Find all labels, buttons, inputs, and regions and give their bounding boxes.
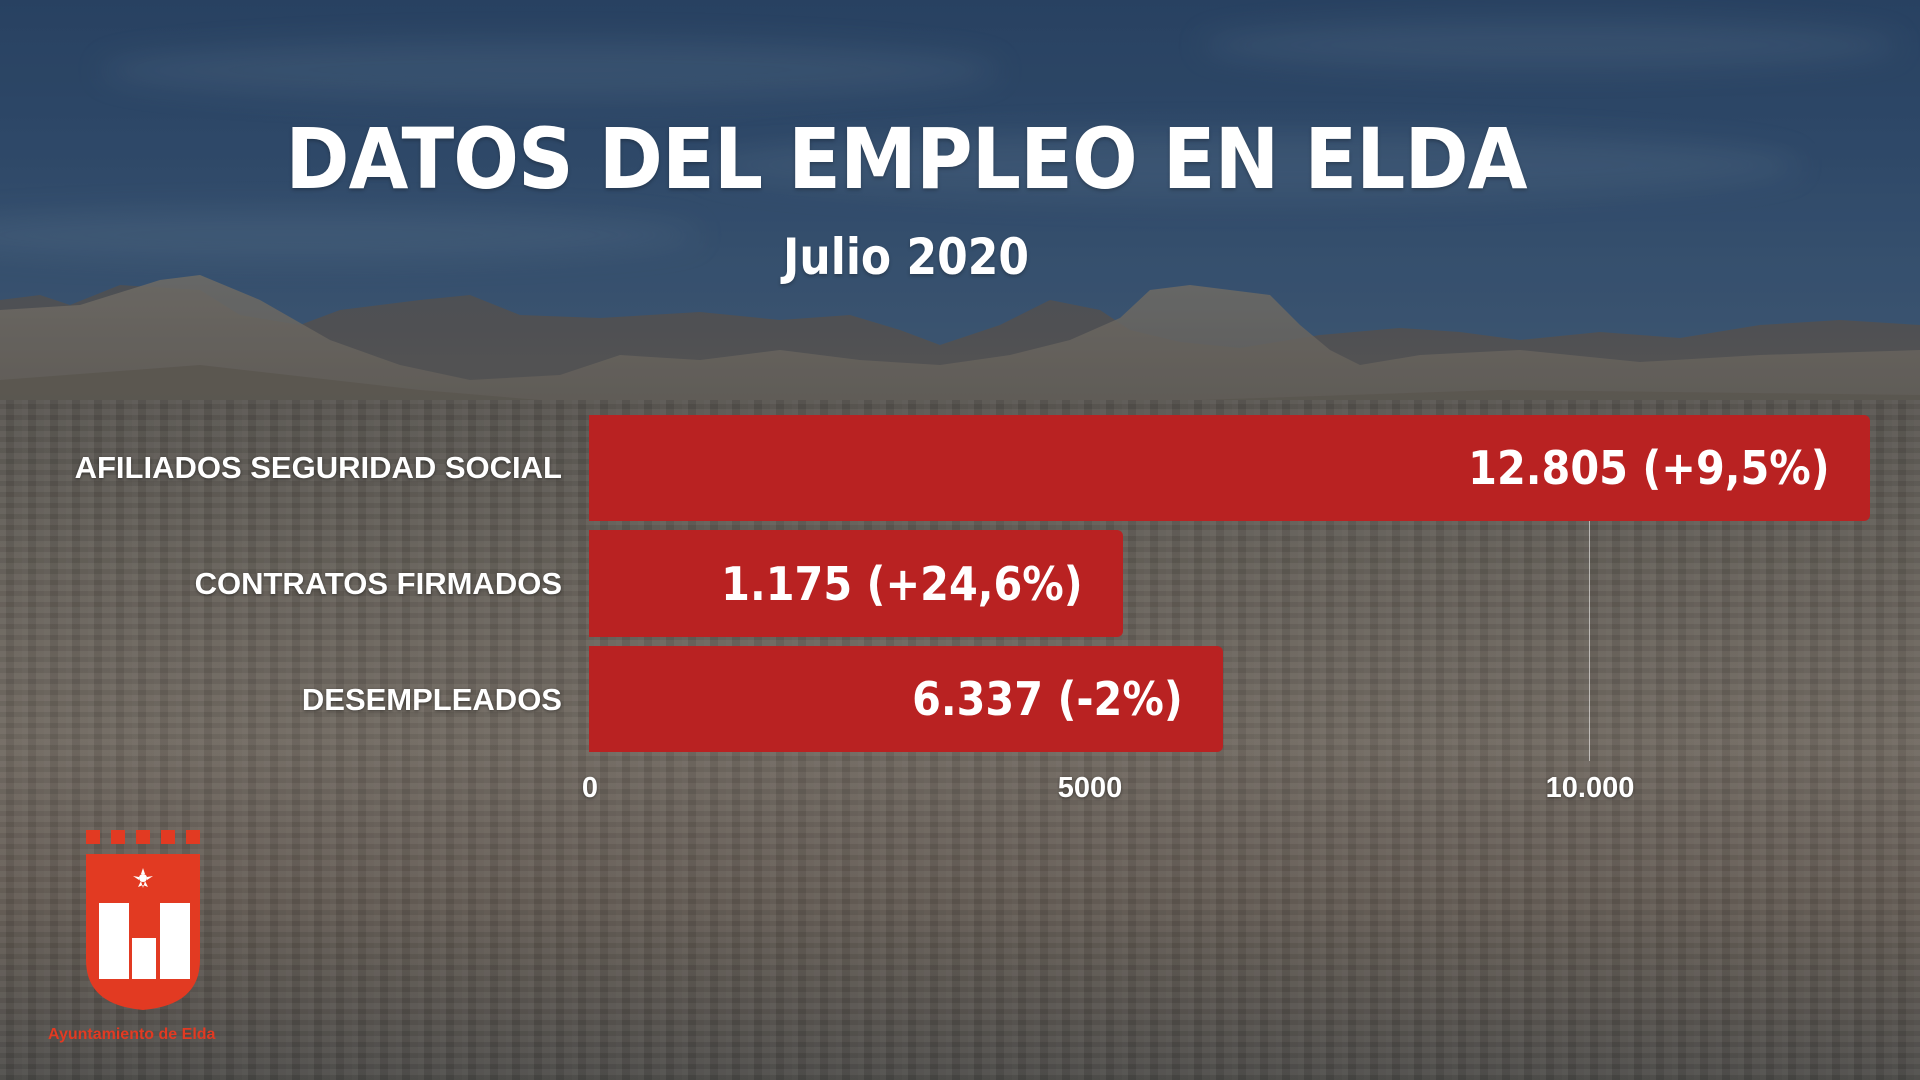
- row-label-desempleados: DESEMPLEADOS: [301, 682, 562, 717]
- x-tick-5000: 5000: [1057, 772, 1123, 804]
- page-title: DATOS DEL EMPLEO EN ELDA: [285, 110, 1527, 208]
- logo-caption: Ayuntamiento de Elda: [48, 1026, 216, 1043]
- page-subtitle: Julio 2020: [783, 228, 1029, 286]
- bar-contratos: 1.175 (+24,6%): [589, 530, 1123, 637]
- bar-desempleados: 6.337 (-2%): [589, 646, 1223, 752]
- bar-value-contratos: 1.175 (+24,6%): [721, 556, 1083, 611]
- row-label-afiliados: AFILIADOS SEGURIDAD SOCIAL: [74, 450, 562, 485]
- bar-value-afiliados: 12.805 (+9,5%): [1468, 441, 1830, 495]
- row-label-contratos: CONTRATOS FIRMADOS: [194, 566, 562, 601]
- city-shield-icon: [86, 830, 200, 1010]
- gridline-10000: [1589, 521, 1590, 761]
- x-tick-10000: 10.000: [1545, 772, 1635, 804]
- bar-afiliados: 12.805 (+9,5%): [589, 415, 1870, 521]
- x-tick-0: 0: [581, 772, 599, 804]
- bar-value-desempleados: 6.337 (-2%): [912, 672, 1183, 726]
